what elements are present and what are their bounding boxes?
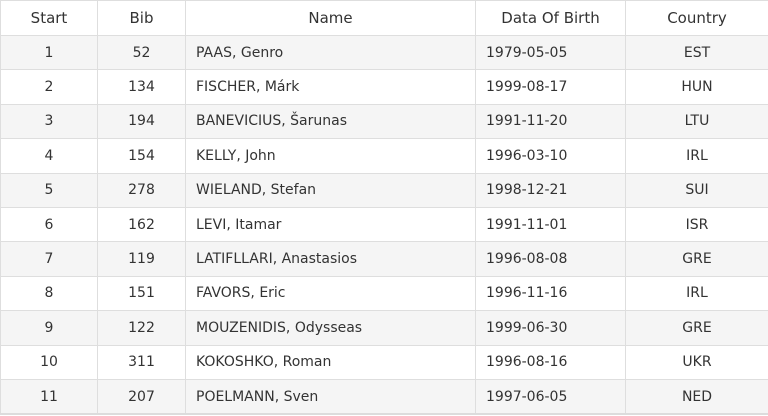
birth-date-cell: 1996-11-16	[475, 275, 626, 312]
name-cell: WIELAND, Stefan	[185, 172, 476, 208]
birth-date-cell: 1991-11-01	[475, 206, 626, 243]
country-cell: UKR	[625, 344, 768, 380]
country-cell: HUN	[625, 69, 768, 105]
birth-date-cell: 1996-08-08	[475, 241, 626, 277]
table-row: 11 207 POELMANN, Sven 1997-06-05 NED	[0, 378, 768, 415]
country-cell: IRL	[625, 275, 768, 312]
birth-date-cell: 1979-05-05	[475, 34, 626, 71]
country-cell: GRE	[625, 241, 768, 277]
name-cell: POELMANN, Sven	[185, 378, 476, 415]
bib-cell: 119	[97, 241, 186, 277]
table-row: 4 154 KELLY, John 1996-03-10 IRL	[0, 138, 768, 174]
start-cell: 9	[0, 310, 98, 346]
name-cell: PAAS, Genro	[185, 34, 476, 71]
name-cell: KOKOSHKO, Roman	[185, 344, 476, 380]
country-cell: SUI	[625, 172, 768, 208]
start-cell: 1	[0, 34, 98, 71]
name-cell: KELLY, John	[185, 138, 476, 174]
name-cell: MOUZENIDIS, Odysseas	[185, 310, 476, 346]
bib-cell: 154	[97, 138, 186, 174]
bib-cell: 207	[97, 378, 186, 415]
country-cell: EST	[625, 34, 768, 71]
birth-date-cell: 1999-06-30	[475, 310, 626, 346]
table-row: 6 162 LEVI, Itamar 1991-11-01 ISR	[0, 206, 768, 243]
bib-cell: 194	[97, 103, 186, 140]
table-row: 8 151 FAVORS, Eric 1996-11-16 IRL	[0, 275, 768, 312]
header-start[interactable]: Start	[0, 0, 98, 36]
bib-cell: 52	[97, 34, 186, 71]
bib-cell: 278	[97, 172, 186, 208]
birth-date-cell: 1999-08-17	[475, 69, 626, 105]
table-row: 9 122 MOUZENIDIS, Odysseas 1999-06-30 GRE	[0, 310, 768, 346]
header-country[interactable]: Country	[625, 0, 768, 36]
start-cell: 7	[0, 241, 98, 277]
birth-date-cell: 1996-08-16	[475, 344, 626, 380]
bib-cell: 151	[97, 275, 186, 312]
country-cell: GRE	[625, 310, 768, 346]
start-cell: 4	[0, 138, 98, 174]
birth-date-cell: 1996-03-10	[475, 138, 626, 174]
bib-cell: 134	[97, 69, 186, 105]
name-cell: FISCHER, Márk	[185, 69, 476, 105]
header-date-of-birth[interactable]: Data Of Birth	[475, 0, 626, 36]
table-row: 3 194 BANEVICIUS, Šarunas 1991-11-20 LTU	[0, 103, 768, 140]
table-row: 10 311 KOKOSHKO, Roman 1996-08-16 UKR	[0, 344, 768, 380]
header-name[interactable]: Name	[185, 0, 476, 36]
birth-date-cell: 1991-11-20	[475, 103, 626, 140]
name-cell: FAVORS, Eric	[185, 275, 476, 312]
bib-cell: 122	[97, 310, 186, 346]
header-row: Start Bib Name Data Of Birth Country	[0, 0, 768, 36]
start-cell: 6	[0, 206, 98, 243]
table-row: 5 278 WIELAND, Stefan 1998-12-21 SUI	[0, 172, 768, 208]
start-cell: 3	[0, 103, 98, 140]
start-cell: 8	[0, 275, 98, 312]
bib-cell: 311	[97, 344, 186, 380]
table-row: 1 52 PAAS, Genro 1979-05-05 EST	[0, 34, 768, 71]
header-bib[interactable]: Bib	[97, 0, 186, 36]
table-row: 7 119 LATIFLLARI, Anastasios 1996-08-08 GRE	[0, 241, 768, 277]
table-row: 2 134 FISCHER, Márk 1999-08-17 HUN	[0, 69, 768, 105]
start-cell: 5	[0, 172, 98, 208]
country-cell: ISR	[625, 206, 768, 243]
name-cell: LATIFLLARI, Anastasios	[185, 241, 476, 277]
start-cell: 2	[0, 69, 98, 105]
country-cell: IRL	[625, 138, 768, 174]
name-cell: LEVI, Itamar	[185, 206, 476, 243]
start-cell: 10	[0, 344, 98, 380]
birth-date-cell: 1997-06-05	[475, 378, 626, 415]
bib-cell: 162	[97, 206, 186, 243]
birth-date-cell: 1998-12-21	[475, 172, 626, 208]
country-cell: LTU	[625, 103, 768, 140]
start-cell: 11	[0, 378, 98, 415]
country-cell: NED	[625, 378, 768, 415]
name-cell: BANEVICIUS, Šarunas	[185, 103, 476, 140]
